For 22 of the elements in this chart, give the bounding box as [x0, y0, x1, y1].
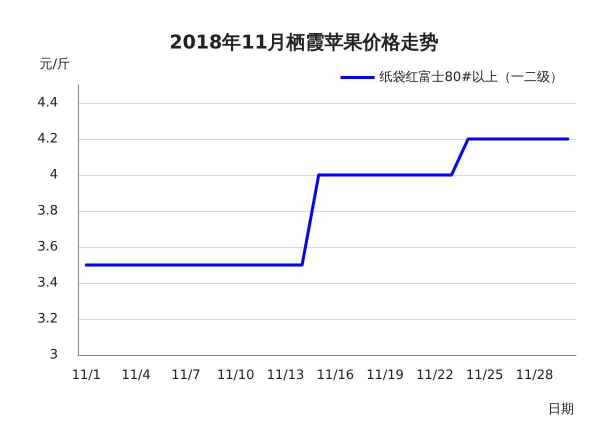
x-tick-label: 11/22 [416, 368, 454, 383]
y-tick-label: 3.4 [37, 276, 58, 290]
y-tick-label: 3 [50, 348, 58, 362]
x-tick-label: 11/13 [266, 368, 304, 383]
x-axis-title: 日期 [548, 402, 574, 417]
x-tick-label: 11/4 [122, 368, 151, 383]
x-tick-label: 11/28 [516, 368, 554, 383]
legend-label: 纸袋红富士80#以上（一二级） [380, 69, 564, 85]
y-tick-label: 4.4 [37, 96, 58, 110]
chart-title: 2018年11月栖霞苹果价格走势 [169, 32, 439, 54]
x-tick-label: 11/19 [366, 368, 404, 383]
y-tick-label: 3.6 [37, 240, 58, 254]
y-tick-label: 4.2 [37, 132, 58, 146]
x-tick-label: 11/25 [466, 368, 504, 383]
y-tick-label: 3.2 [37, 312, 58, 326]
y-tick-label: 3.8 [37, 204, 58, 218]
y-tick-label: 4 [50, 168, 58, 182]
x-tick-label: 11/10 [216, 368, 254, 383]
y-axis-title: 元/斤 [40, 57, 70, 72]
x-tick-label: 11/1 [72, 368, 101, 383]
x-tick-label: 11/16 [316, 368, 354, 383]
x-tick-label: 11/7 [171, 368, 200, 383]
